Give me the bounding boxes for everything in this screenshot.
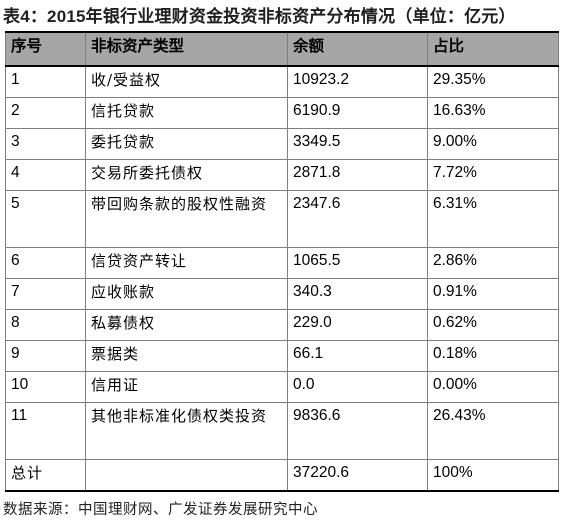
row-no: 8 bbox=[5, 309, 86, 341]
total-label: 总计 bbox=[5, 459, 86, 492]
table-row: 9 票据类 66.1 0.18% bbox=[5, 340, 559, 372]
row-type: 收/受益权 bbox=[85, 65, 288, 98]
table-row: 6 信贷资产转让 1065.5 2.86% bbox=[5, 247, 559, 279]
row-share: 26.43% bbox=[427, 402, 559, 460]
row-balance: 6190.9 bbox=[287, 97, 428, 129]
table-header: 序号 非标资产类型 余额 占比 bbox=[5, 31, 559, 67]
row-no: 4 bbox=[5, 159, 86, 191]
header-row: 序号 非标资产类型 余额 占比 bbox=[5, 31, 559, 67]
total-type bbox=[85, 459, 288, 492]
row-share: 29.35% bbox=[427, 65, 559, 98]
total-balance: 37220.6 bbox=[287, 459, 428, 492]
header-no: 序号 bbox=[5, 31, 86, 67]
table-title: 表4：2015年银行业理财资金投资非标资产分布情况（单位：亿元） bbox=[3, 7, 516, 26]
table-row: 1 收/受益权 10923.2 29.35% bbox=[5, 65, 559, 98]
header-balance: 余额 bbox=[287, 31, 428, 67]
row-type: 信托贷款 bbox=[85, 97, 288, 129]
row-type: 委托贷款 bbox=[85, 128, 288, 160]
row-balance: 10923.2 bbox=[287, 65, 428, 98]
total-share: 100% bbox=[427, 459, 559, 492]
row-no: 6 bbox=[5, 247, 86, 279]
row-balance: 1065.5 bbox=[287, 247, 428, 279]
total-row: 总计 37220.6 100% bbox=[5, 459, 559, 492]
row-no: 10 bbox=[5, 371, 86, 403]
row-balance: 2871.8 bbox=[287, 159, 428, 191]
row-type: 交易所委托债权 bbox=[85, 159, 288, 191]
row-balance: 0.0 bbox=[287, 371, 428, 403]
table-row: 2 信托贷款 6190.9 16.63% bbox=[5, 97, 559, 129]
table-row: 7 应收账款 340.3 0.91% bbox=[5, 278, 559, 310]
row-balance: 229.0 bbox=[287, 309, 428, 341]
row-share: 2.86% bbox=[427, 247, 559, 279]
row-share: 7.72% bbox=[427, 159, 559, 191]
header-share: 占比 bbox=[427, 31, 559, 67]
row-balance: 9836.6 bbox=[287, 402, 428, 460]
row-balance: 2347.6 bbox=[287, 190, 428, 248]
table-row: 5 带回购条款的股权性融资 2347.6 6.31% bbox=[5, 190, 559, 248]
row-no: 9 bbox=[5, 340, 86, 372]
row-no: 5 bbox=[5, 190, 86, 248]
row-share: 0.00% bbox=[427, 371, 559, 403]
row-balance: 66.1 bbox=[287, 340, 428, 372]
row-type: 票据类 bbox=[85, 340, 288, 372]
table-row: 10 信用证 0.0 0.00% bbox=[5, 371, 559, 403]
table-row: 4 交易所委托债权 2871.8 7.72% bbox=[5, 159, 559, 191]
source-note: 数据来源：中国理财网、广发证券发展研究中心 bbox=[3, 502, 318, 518]
row-no: 2 bbox=[5, 97, 86, 129]
table-row: 8 私募债权 229.0 0.62% bbox=[5, 309, 559, 341]
row-no: 11 bbox=[5, 402, 86, 460]
row-share: 0.91% bbox=[427, 278, 559, 310]
table-body: 1 收/受益权 10923.2 29.35% 2 信托贷款 6190.9 16.… bbox=[5, 65, 559, 492]
row-type: 其他非标准化债权类投资 bbox=[85, 402, 288, 460]
row-no: 7 bbox=[5, 278, 86, 310]
row-type: 应收账款 bbox=[85, 278, 288, 310]
row-share: 16.63% bbox=[427, 97, 559, 129]
row-share: 0.62% bbox=[427, 309, 559, 341]
row-balance: 3349.5 bbox=[287, 128, 428, 160]
row-type: 带回购条款的股权性融资 bbox=[85, 190, 288, 248]
row-share: 0.18% bbox=[427, 340, 559, 372]
row-type: 信贷资产转让 bbox=[85, 247, 288, 279]
data-table: 序号 非标资产类型 余额 占比 1 收/受益权 10923.2 29.35% 2… bbox=[5, 31, 559, 492]
header-type: 非标资产类型 bbox=[85, 31, 288, 67]
row-share: 9.00% bbox=[427, 128, 559, 160]
table-row: 3 委托贷款 3349.5 9.00% bbox=[5, 128, 559, 160]
row-share: 6.31% bbox=[427, 190, 559, 248]
row-balance: 340.3 bbox=[287, 278, 428, 310]
table-row: 11 其他非标准化债权类投资 9836.6 26.43% bbox=[5, 402, 559, 460]
row-type: 信用证 bbox=[85, 371, 288, 403]
row-type: 私募债权 bbox=[85, 309, 288, 341]
row-no: 3 bbox=[5, 128, 86, 160]
row-no: 1 bbox=[5, 65, 86, 98]
